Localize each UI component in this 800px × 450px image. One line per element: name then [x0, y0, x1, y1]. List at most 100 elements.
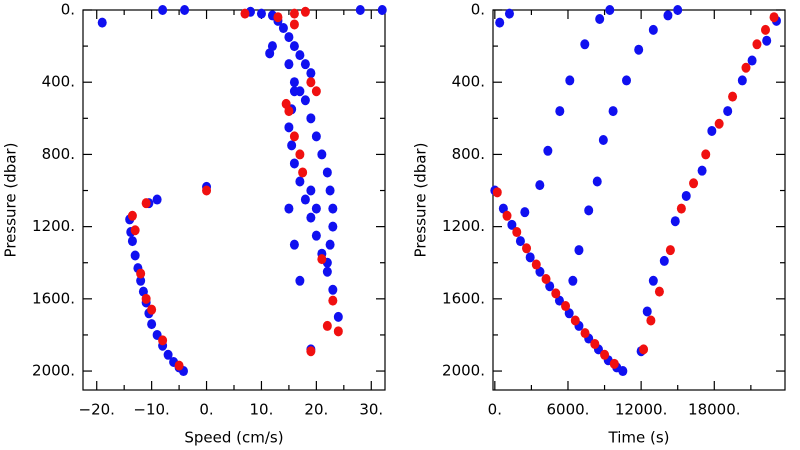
- data-point: [551, 288, 561, 299]
- data-point: [311, 230, 321, 241]
- data-point: [670, 216, 680, 227]
- data-point: [328, 295, 338, 306]
- y-tick-label: 0.: [471, 1, 485, 19]
- data-point: [714, 118, 724, 129]
- data-point: [174, 360, 184, 371]
- data-point: [328, 203, 338, 214]
- x-tick-label: 0.: [199, 401, 213, 419]
- data-point: [689, 178, 699, 189]
- data-point: [306, 346, 316, 357]
- data-point: [141, 293, 151, 304]
- data-point: [760, 24, 770, 35]
- x-tick-label: 30.: [359, 401, 383, 419]
- data-point: [522, 243, 532, 254]
- data-point: [147, 304, 157, 315]
- data-point: [541, 273, 551, 284]
- data-point: [289, 19, 299, 30]
- data-point: [284, 122, 294, 133]
- data-point: [158, 335, 168, 346]
- data-point: [502, 210, 512, 221]
- data-point: [152, 194, 162, 205]
- data-point: [322, 266, 332, 277]
- data-point: [306, 77, 316, 88]
- data-point: [701, 149, 711, 160]
- data-point: [333, 311, 343, 322]
- data-point: [289, 239, 299, 250]
- data-point: [311, 203, 321, 214]
- x-tick-label: 6000.: [547, 401, 590, 419]
- data-point: [289, 41, 299, 52]
- data-point: [355, 5, 365, 15]
- data-point: [492, 187, 502, 198]
- data-point: [648, 24, 658, 35]
- data-point: [295, 275, 305, 286]
- data-point: [618, 366, 628, 377]
- data-point: [622, 75, 632, 86]
- data-point: [728, 91, 738, 102]
- data-point: [300, 6, 310, 17]
- data-point: [284, 203, 294, 214]
- data-point: [130, 225, 140, 236]
- data-point: [311, 86, 321, 97]
- data-point: [298, 167, 308, 178]
- y-tick-label: 400.: [452, 73, 485, 91]
- data-point: [769, 12, 779, 23]
- y-tick-label: 2000.: [32, 362, 75, 380]
- data-point: [561, 301, 571, 312]
- y-tick-label: 1200.: [32, 217, 75, 235]
- data-point: [598, 134, 608, 145]
- data-point: [741, 62, 751, 73]
- data-point: [97, 17, 107, 28]
- data-point: [300, 194, 310, 205]
- data-point: [568, 275, 578, 286]
- data-point: [665, 245, 675, 256]
- data-point: [673, 5, 683, 15]
- data-point: [535, 180, 545, 191]
- data-point: [158, 5, 168, 15]
- y-tick-label: 0.: [61, 1, 75, 19]
- data-point: [300, 59, 310, 70]
- data-point: [141, 198, 151, 209]
- data-point: [317, 149, 327, 160]
- data-point: [654, 286, 664, 297]
- data-point: [256, 8, 266, 19]
- data-point: [289, 86, 299, 97]
- x-tick-label: −10.: [133, 401, 169, 419]
- data-point: [565, 75, 575, 86]
- data-point: [322, 167, 332, 178]
- data-point: [592, 176, 602, 187]
- data-point: [762, 35, 772, 46]
- data-point: [273, 12, 283, 23]
- data-point: [289, 131, 299, 142]
- data-point: [520, 207, 530, 218]
- data-point: [289, 77, 299, 88]
- data-point: [634, 44, 644, 55]
- y-tick-label: 400.: [42, 73, 75, 91]
- data-point: [681, 190, 691, 201]
- data-point: [580, 328, 590, 339]
- data-point: [325, 185, 335, 196]
- data-point: [328, 284, 338, 295]
- y-tick-label: 2000.: [442, 362, 485, 380]
- data-point: [737, 75, 747, 86]
- data-point: [531, 259, 541, 270]
- data-point: [676, 203, 686, 214]
- data-point: [284, 32, 294, 43]
- data-point: [525, 252, 535, 263]
- data-point: [609, 358, 619, 369]
- data-point: [306, 212, 316, 223]
- data-point: [295, 176, 305, 187]
- data-point: [295, 50, 305, 61]
- data-point: [289, 158, 299, 169]
- y-tick-label: 1200.: [442, 217, 485, 235]
- data-point: [570, 315, 580, 326]
- data-point: [515, 236, 525, 247]
- x-tick-label: −20.: [79, 401, 115, 419]
- data-point: [322, 320, 332, 331]
- data-point: [707, 125, 717, 136]
- data-point: [127, 236, 137, 247]
- x-tick-label: 20.: [304, 401, 328, 419]
- data-point: [127, 210, 137, 221]
- data-point: [646, 315, 656, 326]
